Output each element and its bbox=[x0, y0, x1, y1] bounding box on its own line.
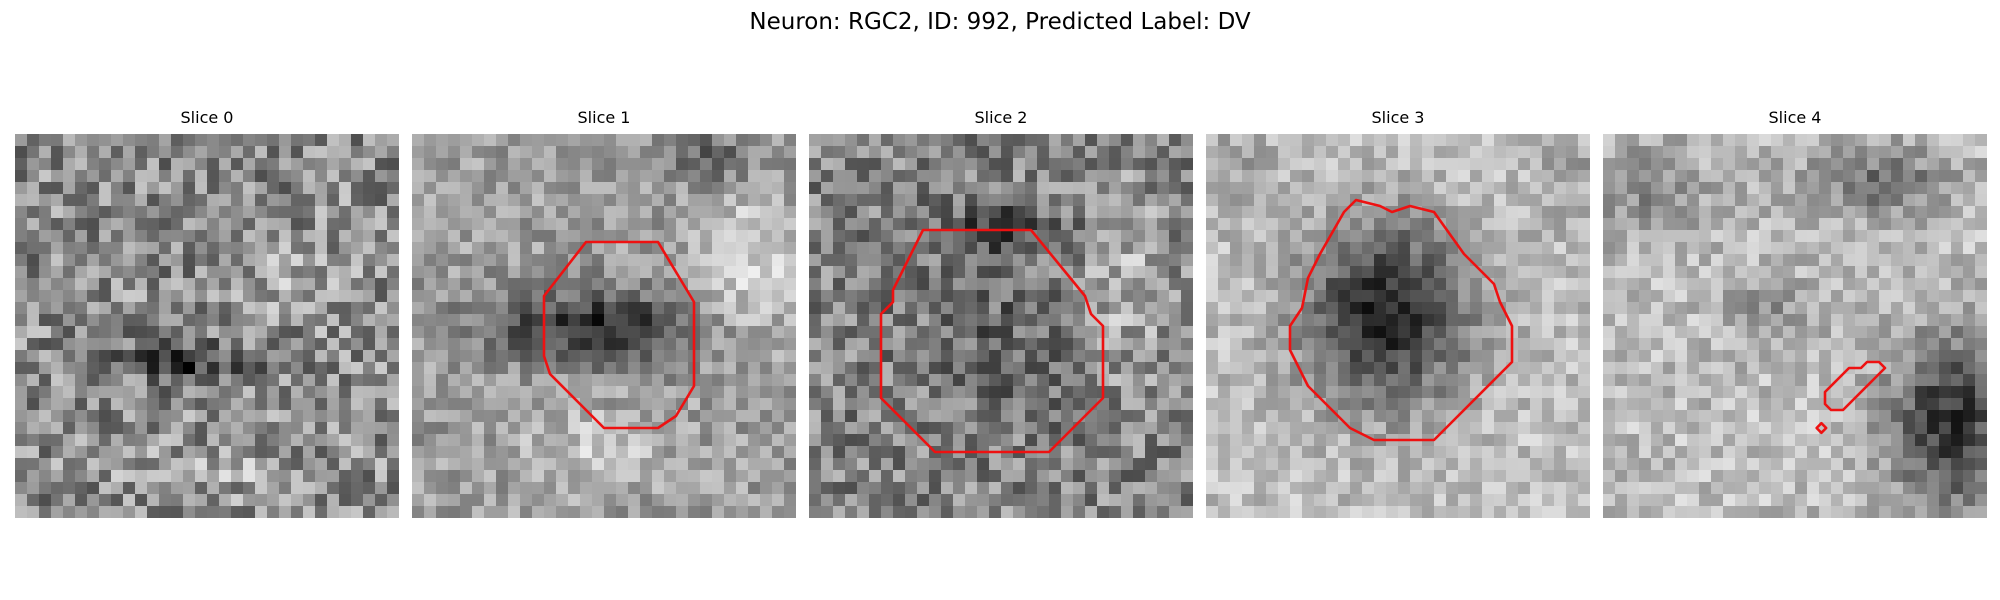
slice-image bbox=[412, 134, 796, 518]
slice-title: Slice 4 bbox=[1768, 108, 1822, 127]
slice-title: Slice 2 bbox=[974, 108, 1028, 127]
roi-outline bbox=[1815, 421, 1828, 435]
slice-image bbox=[15, 134, 399, 518]
figure-title: Neuron: RGC2, ID: 992, Predicted Label: … bbox=[749, 9, 1251, 35]
roi-outline bbox=[879, 228, 1105, 454]
slice-image bbox=[809, 134, 1193, 518]
slice-panel-2: Slice 2 bbox=[809, 108, 1193, 518]
roi-outline bbox=[1288, 198, 1514, 442]
slice-panel-3: Slice 3 bbox=[1206, 108, 1590, 518]
roi-outline bbox=[542, 240, 696, 430]
slice-panel-0: Slice 0 bbox=[15, 108, 399, 518]
slice-image bbox=[1603, 134, 1987, 518]
slice-title: Slice 1 bbox=[577, 108, 631, 127]
slice-panel-4: Slice 4 bbox=[1603, 108, 1987, 518]
roi-outline bbox=[1823, 360, 1887, 412]
slice-title: Slice 3 bbox=[1371, 108, 1425, 127]
slice-panel-1: Slice 1 bbox=[412, 108, 796, 518]
slice-title: Slice 0 bbox=[180, 108, 234, 127]
slice-image bbox=[1206, 134, 1590, 518]
